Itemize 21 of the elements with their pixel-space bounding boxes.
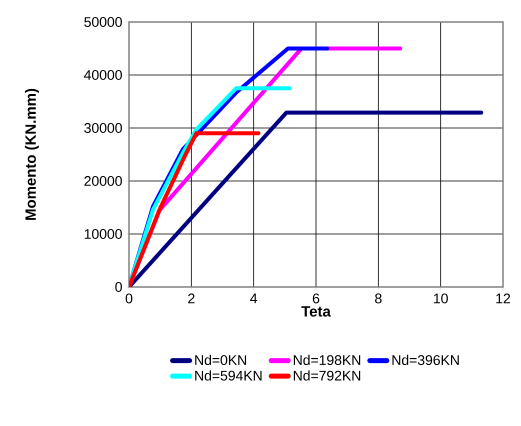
y-tick-label: 0 [115, 282, 122, 292]
x-tick-label: 8 [375, 294, 382, 304]
line-series [129, 131, 260, 287]
x-tick-label: 4 [250, 294, 258, 304]
legend-label: Nd=396KN [392, 354, 459, 366]
legend-label: Nd=198KN [294, 354, 360, 366]
legend-label: Nd=594KN [195, 370, 262, 381]
legend-label: Nd=792KN [294, 370, 360, 381]
x-tick-label: 10 [434, 294, 448, 304]
y-tick-label: 30000 [84, 123, 122, 133]
y-axis-title: Momento (KN.mm) [24, 88, 39, 220]
y-tick-label: 10000 [84, 229, 122, 239]
y-tick-label: 40000 [84, 70, 122, 80]
x-tick-label: 0 [126, 294, 132, 304]
x-tick-label: 12 [496, 294, 510, 304]
x-tick-label: 6 [312, 294, 320, 304]
y-tick-label: 20000 [84, 176, 122, 186]
x-tick-label: 2 [188, 294, 195, 304]
legend-label: Nd=0KN [195, 354, 246, 366]
x-axis-title: Teta [301, 306, 331, 317]
y-tick-label: 50000 [84, 17, 122, 27]
